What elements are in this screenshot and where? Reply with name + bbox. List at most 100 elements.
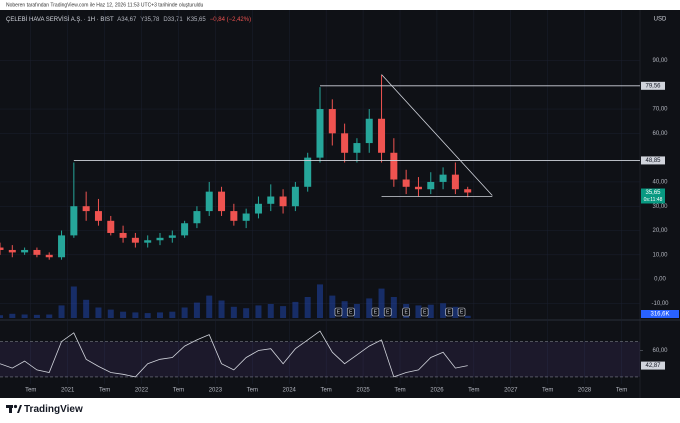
event-marker [445,307,454,317]
candle-body [21,249,29,253]
volume-label-bg [641,310,679,318]
candle-body [316,109,324,158]
rsi-label: 42,87 [645,363,661,369]
legend-value: Y35,78 [140,17,160,23]
candle-body [82,206,90,212]
event-marker [383,307,392,317]
volume-bar [9,313,16,318]
volume-bar [193,302,200,318]
event-marker [457,307,466,317]
volume-bar [353,304,360,318]
candle-body [156,237,164,241]
volume-bar [218,300,225,318]
volume-bar [83,299,90,318]
x-tick-label: 2027 [504,388,518,394]
volume-label: 316,6K [650,312,669,318]
volume-bar [120,311,127,318]
x-tick-label: 2024 [283,388,297,394]
x-tick-label: 2026 [430,388,444,394]
x-tick-label: Tem [99,388,110,394]
volume-bar [243,308,250,318]
volume-bar [206,295,213,318]
attribution: Noberen tarafından TradingView.com ile H… [6,2,204,8]
volume-bar [390,297,397,318]
event-marker [346,307,355,317]
y-tick-label: 40,00 [652,180,668,186]
candle-body [464,189,472,193]
candle-body [107,220,115,233]
event-marker [371,307,380,317]
candle-body [0,247,4,250]
chart-bg [0,10,680,398]
volume-bar [21,314,28,318]
price-label: 48,85 [645,158,661,164]
volume-bar [378,288,385,318]
candle-body [451,174,459,190]
candle-body [378,118,386,153]
x-tick-label: 2021 [61,388,75,394]
x-tick-label: Tem [247,388,258,394]
x-tick-label: 2023 [209,388,223,394]
y-tick-label: 20,00 [652,228,668,234]
x-tick-label: 2028 [578,388,592,394]
last-price-bg [641,188,665,204]
candle-body [390,152,398,180]
candle-body [304,157,312,187]
event-label: E [460,310,464,316]
x-tick-label: 2022 [135,388,149,394]
price-label: 79,56 [645,83,661,89]
currency: USD [654,17,667,23]
volume-bar [292,301,299,318]
candle-body [353,143,361,153]
candle-body [267,196,275,204]
candle-body [402,179,410,187]
legend: ÇELEBİ HAVA SERVİSİ A.Ş. · 1H · BIST A34,… [6,16,251,23]
x-tick-label: 2025 [356,388,370,394]
y-tick-label: 30,00 [652,204,668,210]
volume-bar [280,306,287,318]
y-tick-label: 10,00 [652,252,668,258]
candle-body [242,213,250,221]
candle-body [70,206,78,236]
y-tick-label: 90,00 [652,58,668,64]
volume-bar [464,315,471,318]
candle-body [193,211,201,224]
candle-body [218,191,226,212]
event-label: E [337,310,341,316]
x-tick-label: Tem [468,388,479,394]
candle-body [254,203,262,214]
volume-bar [230,306,237,318]
footer-brand: TradingView [24,404,83,415]
candle-body [144,240,152,243]
volume-bar [0,315,3,318]
candle-body [328,109,336,134]
candle-body [205,191,213,212]
last-price-label: 35,65 [645,190,661,196]
candle-body [230,211,238,221]
volume-bar [255,305,262,318]
x-tick-label: Tem [542,388,553,394]
candle-body [8,249,16,253]
volume-bar [366,298,373,318]
trend-line [381,74,493,196]
candle-body [341,133,349,153]
x-tick-label: Tem [173,388,184,394]
candle-body [58,235,66,258]
legend-title: ÇELEBİ HAVA SERVİSİ A.Ş. · 1H · BIST [6,16,114,23]
candle-body [45,254,53,258]
legend-value: D33,71 [163,17,183,23]
y-tick-label: 60,00 [652,131,668,137]
candle-body [181,223,189,236]
candle-body [291,186,299,207]
volume-bar [440,303,447,318]
volume-bar [181,307,188,318]
volume-bar [415,305,422,318]
candle-body [365,118,373,144]
event-marker [402,307,410,317]
rsi-band [0,341,640,377]
price-label-bg [641,81,665,90]
volume-bar [304,297,311,318]
x-tick-label: Tem [320,388,331,394]
volume-bar [157,312,163,318]
candle-body [94,211,102,221]
